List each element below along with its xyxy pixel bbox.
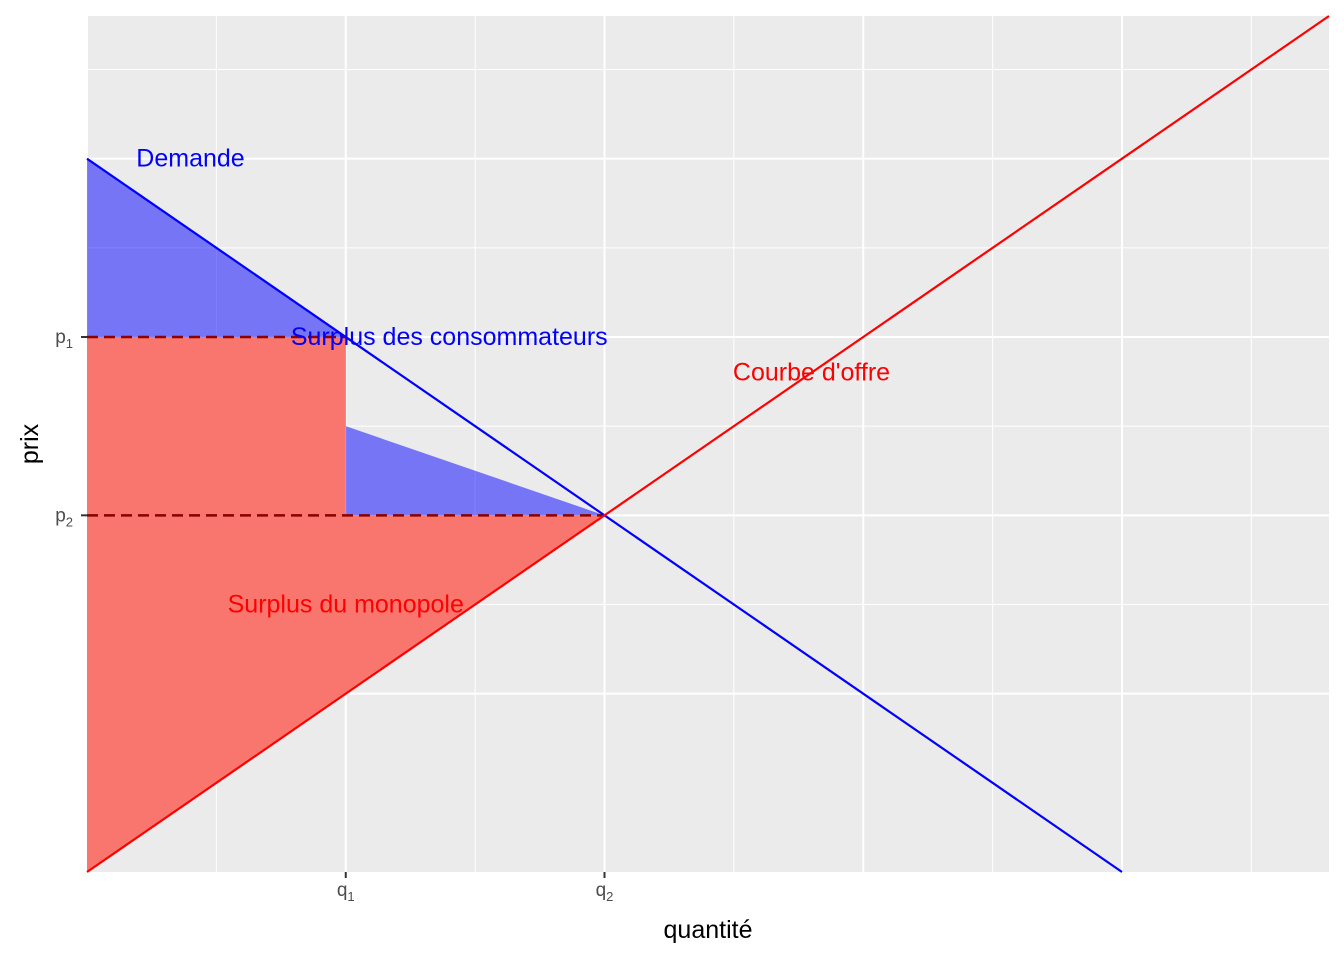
series-lines xyxy=(86,15,1330,873)
x-tick-label-1: q1 xyxy=(337,880,355,904)
annotation-1: Demande xyxy=(136,145,244,173)
annotation-4: Surplus du monopole xyxy=(228,591,464,619)
y-axis-ticks: p1 p2 xyxy=(55,327,87,529)
grid xyxy=(86,16,1329,872)
annotations: Demande Surplus des consommateurs Courbe d… xyxy=(136,145,890,619)
y-axis-title: prix xyxy=(16,423,44,464)
x-axis-ticks: q1 q2 xyxy=(337,872,614,904)
y-tick-label-1: p1 xyxy=(55,327,73,351)
annotation-3: Courbe d'offre xyxy=(733,359,890,387)
x-tick-label-2: q2 xyxy=(596,880,614,904)
supply-line xyxy=(86,15,1330,873)
x-axis-title: quantité xyxy=(664,916,753,944)
reference-lines xyxy=(87,335,605,517)
y-tick-label-2: p2 xyxy=(55,505,73,529)
monopoly-surplus-area xyxy=(87,337,605,872)
annotation-2: Surplus des consommateurs xyxy=(291,323,608,351)
